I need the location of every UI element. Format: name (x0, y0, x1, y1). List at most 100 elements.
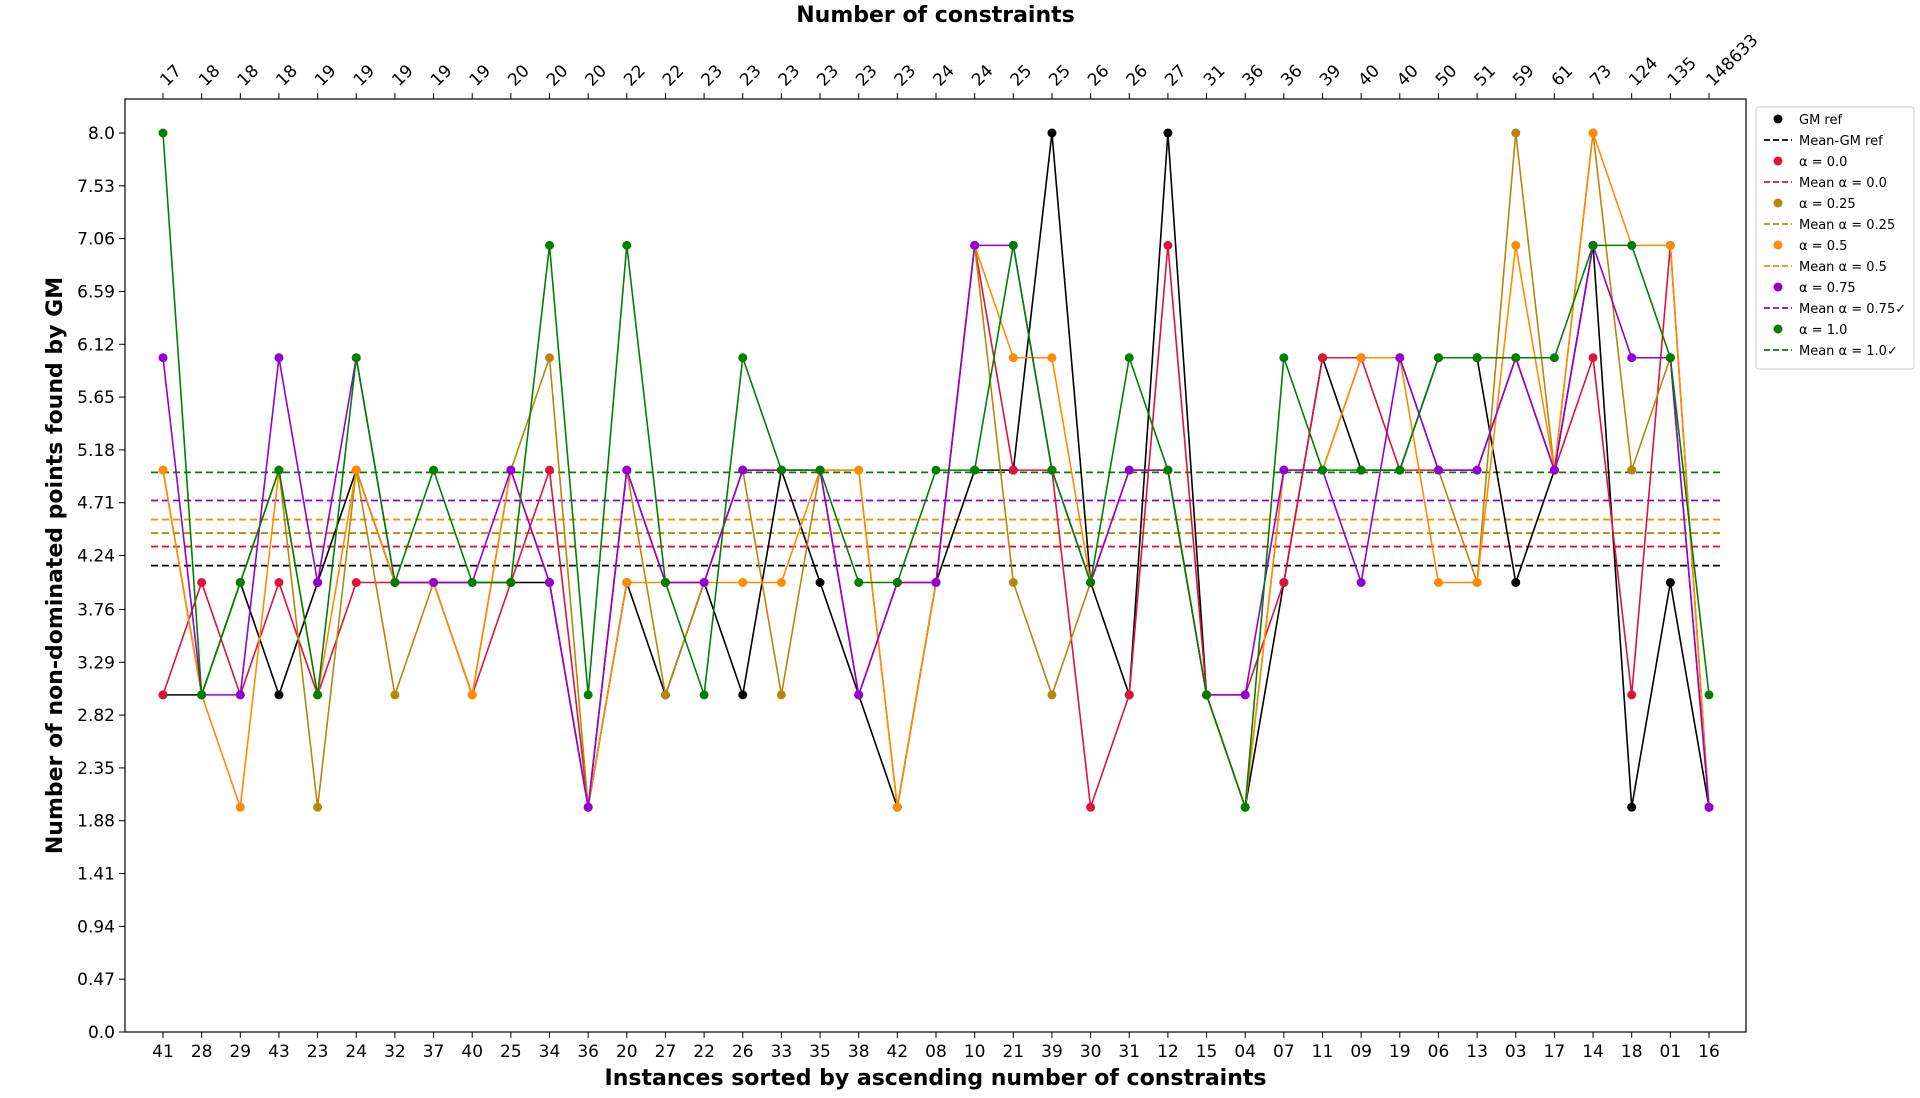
y-tick-label: 2.35 (77, 759, 115, 779)
data-point-4 (1240, 690, 1250, 700)
x-tick-label: 39 (1041, 1042, 1063, 1062)
data-point-3 (1665, 240, 1675, 250)
x-tick-label: 07 (1273, 1042, 1295, 1062)
x-tick-label: 01 (1660, 1042, 1682, 1062)
top-tick-label: 20 (543, 61, 572, 90)
legend-label: α = 0.5 (1799, 239, 1847, 254)
series-line-1 (162, 245, 1710, 808)
x-tick-label: 09 (1350, 1042, 1372, 1062)
x-tick-label: 32 (384, 1042, 406, 1062)
x-tick-label: 42 (887, 1042, 909, 1062)
data-point-4 (699, 578, 709, 587)
data-point-2 (1627, 465, 1637, 475)
y-tick-label: 1.41 (77, 865, 115, 885)
data-point-2 (313, 802, 323, 812)
data-point-4 (1549, 465, 1559, 475)
data-point-4 (429, 578, 439, 587)
data-point-1 (197, 578, 207, 587)
x-tick-label: 29 (229, 1042, 251, 1062)
x-tick-label: 17 (1544, 1042, 1566, 1062)
data-point-3 (776, 578, 786, 587)
data-point-4 (854, 690, 864, 700)
data-point-0 (1511, 578, 1521, 587)
data-point-5 (776, 465, 786, 475)
legend-marker (1773, 114, 1783, 124)
data-point-4 (583, 802, 593, 812)
data-point-4 (274, 353, 284, 363)
top-tick-label: 61 (1548, 61, 1577, 90)
data-point-5 (1008, 240, 1018, 250)
data-point-4 (1627, 353, 1637, 363)
data-point-1 (1318, 353, 1327, 363)
legend-marker (1773, 282, 1783, 292)
data-point-2 (776, 690, 786, 700)
x-tick-label: 38 (848, 1042, 870, 1062)
data-point-4 (1124, 465, 1134, 475)
top-tick-label: 19 (350, 61, 379, 90)
data-point-1 (1124, 690, 1134, 700)
data-point-5 (313, 690, 323, 700)
data-point-4 (1704, 802, 1714, 812)
legend-label: α = 0.75 (1799, 281, 1856, 296)
data-point-3 (1588, 128, 1598, 138)
x-tick-label: 10 (964, 1042, 986, 1062)
legend-marker (1773, 240, 1783, 250)
data-point-0 (1163, 128, 1173, 138)
top-tick-label: 19 (388, 61, 417, 90)
data-point-5 (235, 578, 245, 587)
data-point-4 (1279, 465, 1289, 475)
x-tick-label: 28 (191, 1042, 213, 1062)
data-point-5 (1124, 353, 1134, 363)
data-point-5 (1627, 240, 1637, 250)
data-point-2 (1511, 128, 1521, 138)
x-tick-label: 04 (1234, 1042, 1256, 1062)
data-point-3 (738, 578, 748, 587)
x-tick-label: 33 (771, 1042, 793, 1062)
data-point-5 (1202, 690, 1212, 700)
top-tick-label: 18 (195, 61, 224, 90)
data-point-5 (1047, 465, 1057, 475)
data-point-3 (1008, 353, 1018, 363)
data-point-3 (1356, 353, 1366, 363)
data-point-3 (1472, 578, 1482, 587)
data-point-0 (1665, 578, 1675, 587)
legend-marker (1773, 324, 1783, 334)
data-point-4 (545, 578, 554, 587)
data-point-3 (235, 802, 245, 812)
data-point-2 (660, 690, 670, 700)
legend-mean-label: Mean α = 0.0 (1799, 176, 1887, 191)
data-point-5 (738, 353, 748, 363)
data-point-5 (1665, 353, 1675, 363)
y-tick-label: 7.06 (77, 230, 115, 250)
legend-mean-label: Mean α = 1.0✓ (1799, 344, 1898, 359)
x-axis-top: 17 18 18 18 19 19 19 19 19 20 20 20 22 22 23 23 23 23 23 23… (156, 30, 1762, 99)
series-points (158, 128, 1714, 812)
x-tick-label: 30 (1080, 1042, 1102, 1062)
y-tick-label: 4.24 (77, 547, 115, 567)
top-tick-label: 73 (1586, 61, 1615, 90)
x-tick-label: 40 (461, 1042, 483, 1062)
data-point-5 (1704, 690, 1714, 700)
data-point-4 (738, 465, 748, 475)
data-point-5 (390, 578, 400, 587)
x-axis-bottom: 41 28 29 43 23 24 32 37 40 25 34 36 20 27 22 26 33 35 38 42… (152, 1032, 1720, 1062)
y-tick-label: 6.12 (77, 335, 115, 355)
top-tick-label: 17 (156, 61, 185, 90)
data-point-1 (1279, 578, 1289, 587)
y-tick-label: 7.53 (77, 177, 115, 197)
top-tick-label: 135 (1664, 53, 1701, 90)
legend-label: α = 0.0 (1799, 155, 1847, 170)
x-tick-label: 14 (1582, 1042, 1604, 1062)
data-point-2 (390, 690, 400, 700)
legend-marker (1773, 198, 1783, 208)
x-tick-label: 37 (423, 1042, 445, 1062)
y-tick-label: 0.47 (77, 970, 115, 990)
x-tick-label: 21 (1002, 1042, 1024, 1062)
data-point-4 (235, 690, 245, 700)
x-tick-label: 06 (1428, 1042, 1450, 1062)
data-point-0 (815, 578, 825, 587)
data-point-0 (274, 690, 284, 700)
y-axis-title: Number of non-dominated points found by … (43, 277, 68, 854)
y-tick-label: 5.18 (77, 441, 115, 461)
top-tick-label: 26 (1084, 61, 1113, 90)
